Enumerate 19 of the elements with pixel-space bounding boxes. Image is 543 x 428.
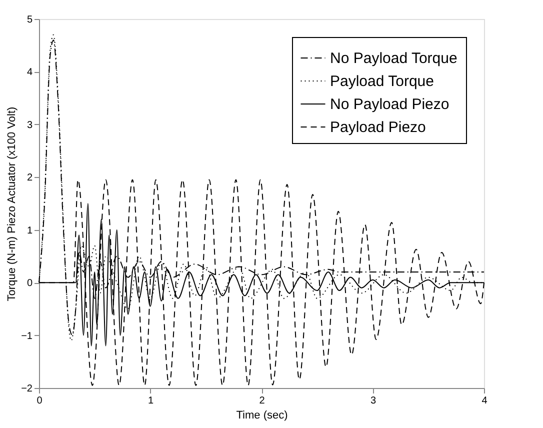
x-tick-label: 1 <box>148 396 154 406</box>
x-tick-label: 2 <box>259 396 266 406</box>
x-tick-label: 4 <box>482 396 488 406</box>
x-tick-label: 0 <box>36 396 43 406</box>
legend-label: Payload Piezo <box>330 119 426 136</box>
y-tick-label: −2 <box>21 384 33 394</box>
legend-label: No Payload Piezo <box>330 96 450 113</box>
y-tick-label: 4 <box>26 67 33 78</box>
legend-label: No Payload Torque <box>330 50 458 67</box>
y-tick-label: 0 <box>26 278 33 290</box>
y-tick-label: 1 <box>26 225 33 236</box>
y-tick-label: 5 <box>26 14 33 26</box>
y-tick-label: −1 <box>21 330 33 342</box>
y-axis-title: Torque (N-m) Piezo Actuator (x100 Volt) <box>6 106 18 302</box>
x-axis-title: Time (sec) <box>236 410 288 422</box>
y-tick-label: 3 <box>26 120 33 131</box>
x-tick-label: 3 <box>370 396 376 406</box>
legend-label: Payload Torque <box>330 73 434 90</box>
y-tick-label: 2 <box>26 172 33 184</box>
